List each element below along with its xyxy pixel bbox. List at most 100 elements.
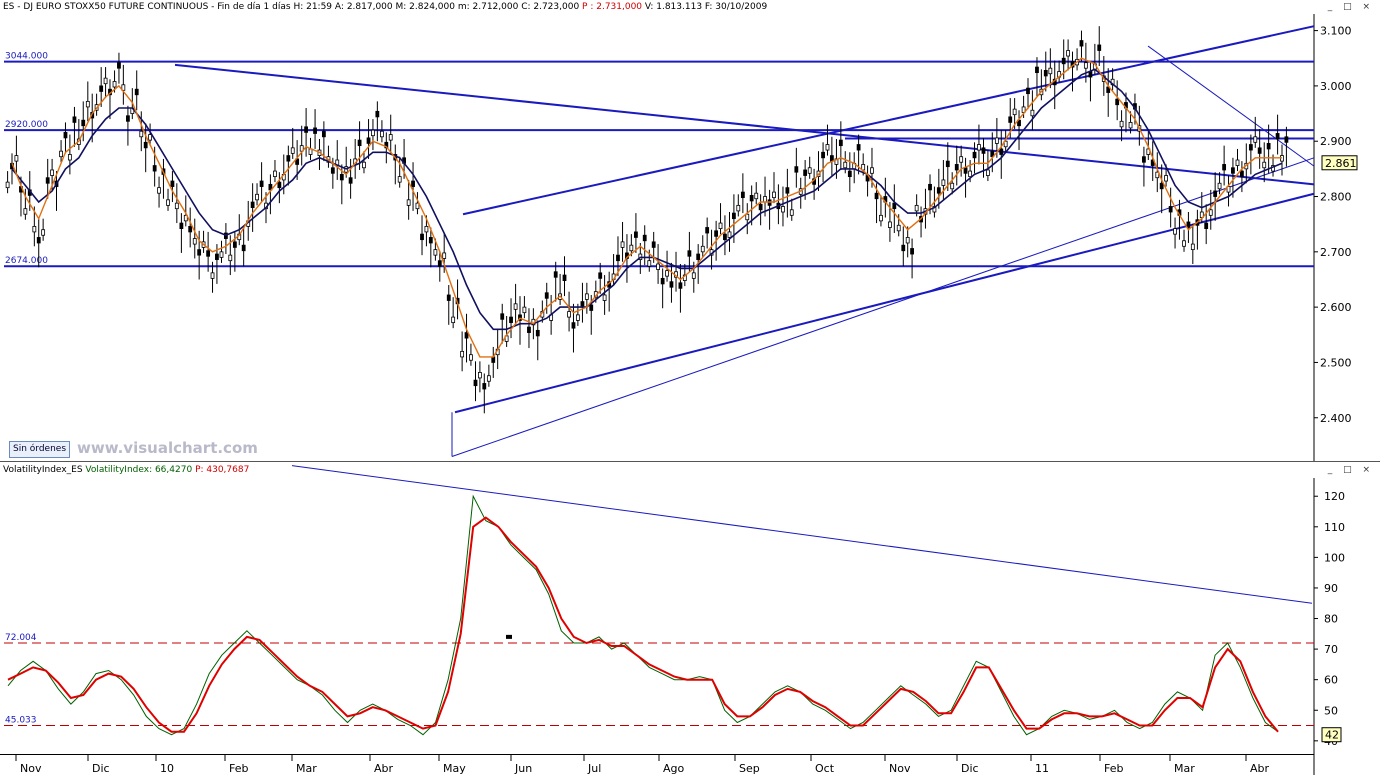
candle-body (1115, 98, 1120, 106)
candle-body (1119, 120, 1124, 128)
current-price-box (1321, 155, 1358, 171)
candle-body (945, 160, 950, 168)
window-buttons[interactable]: _ □ × (1327, 2, 1374, 12)
candle-body (553, 271, 558, 278)
candle-body (1048, 67, 1053, 75)
candle-body (838, 139, 843, 147)
candle-body (789, 209, 794, 216)
price-tick-label: 3.000 (1320, 80, 1352, 93)
candle-body (500, 313, 505, 320)
candle-body (535, 329, 540, 337)
time-tick-label: 10 (160, 762, 174, 775)
channel-upper-line (462, 25, 1315, 216)
candle-body (634, 231, 638, 238)
candle-body (241, 244, 246, 252)
candle-body (290, 147, 295, 154)
candle-body (103, 77, 108, 85)
time-tick-label: Mar (296, 762, 317, 775)
candle-body (509, 316, 513, 324)
candle-body (910, 248, 914, 255)
price-panel[interactable]: ES - DJ EURO STOXX50 FUTURE CONTINUOUS -… (0, 0, 1380, 462)
time-tick-label: Nov (20, 762, 42, 775)
time-tick-label: Mar (1174, 762, 1195, 775)
candle-body (1266, 143, 1271, 150)
orders-button[interactable]: Sin órdenes (9, 441, 71, 458)
candle-body (616, 254, 620, 262)
candle-body (460, 350, 465, 358)
moving-average-slow (11, 68, 1283, 331)
candle-body (1173, 228, 1177, 235)
candle-body (255, 193, 259, 201)
volatility-chart[interactable]: 12011010090807060504072.00445.03342NovDi… (0, 462, 1380, 775)
candle-body (339, 173, 344, 181)
candle-body (785, 187, 790, 194)
candle-body (1030, 109, 1035, 117)
candle-body (990, 150, 995, 158)
candle-body (134, 88, 139, 96)
candle-body (731, 212, 736, 220)
candle-body (821, 151, 825, 159)
candle-body (847, 170, 852, 178)
candle-body (1239, 170, 1244, 178)
volatility-panel[interactable]: VolatilityIndex_ES VolatilityIndex: 66,4… (0, 462, 1380, 775)
candle-body (932, 206, 937, 213)
candle-body (936, 187, 941, 194)
volatility-level-label: 72.004 (5, 633, 37, 643)
candle-body (687, 250, 692, 257)
candle-body (914, 204, 919, 212)
time-tick-label: Abr (374, 762, 394, 775)
candle-body (736, 204, 741, 212)
level-label: 3044.000 (5, 52, 48, 62)
time-tick-label: Jul (587, 762, 601, 775)
candle-body (1159, 182, 1164, 190)
candle-body (420, 233, 424, 241)
candle-body (968, 170, 973, 178)
period: Fin de día 1 días (217, 2, 291, 12)
thin-trendline (1147, 45, 1315, 167)
candle-body (870, 167, 874, 174)
candle-body (825, 144, 830, 151)
candle-body (81, 119, 86, 127)
candle-body (415, 202, 420, 210)
candle-body (179, 222, 184, 229)
candle-body (843, 161, 848, 169)
candle-body (197, 249, 202, 256)
candle-body (148, 134, 152, 141)
volatility-slow-line (7, 516, 1279, 733)
candle-body (950, 182, 955, 190)
candle-body (192, 238, 197, 245)
volatility-marker (506, 634, 512, 639)
candle-body (1168, 206, 1173, 213)
level-label: 2674.000 (5, 256, 48, 266)
candle-body (879, 214, 883, 222)
candle-body (985, 169, 990, 176)
candle-body (544, 292, 549, 299)
candle-body (152, 165, 157, 172)
candle-body (892, 202, 897, 210)
candle-body (1097, 44, 1102, 51)
candle-body (754, 192, 759, 200)
candle-body (589, 304, 594, 311)
candle-body (273, 170, 277, 178)
candle-body (277, 181, 282, 189)
window-buttons-bottom[interactable]: _ □ × (1327, 465, 1374, 475)
time-tick-label: Abr (1250, 762, 1270, 775)
candle-body (758, 203, 763, 211)
candle-body (1008, 116, 1013, 123)
candle-body (313, 127, 317, 134)
instrument-name: DJ EURO STOXX50 FUTURE CONTINUOUS (23, 2, 209, 12)
candle-body (562, 274, 567, 281)
candle-body (642, 234, 647, 242)
candle-body (656, 263, 660, 270)
candle-body (366, 137, 371, 144)
volatility-tick-label: 110 (1324, 521, 1345, 534)
candle-body (901, 244, 906, 252)
candle-body (856, 144, 861, 151)
candle-body (598, 272, 603, 279)
candle-body (1204, 222, 1209, 229)
candle-body (1208, 209, 1213, 216)
price-chart[interactable]: 3.100 3.000 2.900 2.800 2.700 2.600 2.500 2.400… (0, 0, 1380, 462)
candle-body (629, 244, 634, 252)
candle-body (384, 141, 389, 149)
candle-body (1284, 136, 1289, 143)
